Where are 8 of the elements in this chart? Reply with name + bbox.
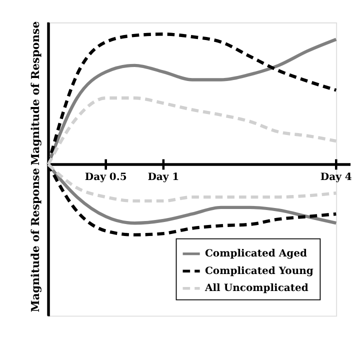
x-tick-label: Day 1 bbox=[148, 172, 180, 183]
legend-label: Complicated Aged bbox=[204, 248, 308, 260]
x-tick-label: Day 4 bbox=[320, 172, 352, 183]
legend-label: Complicated Young bbox=[204, 266, 314, 277]
text: Magnitude of Response bbox=[29, 168, 42, 312]
y-axis-title: Magnitude of Response bbox=[29, 21, 42, 166]
legend-label: All Uncomplicated bbox=[204, 283, 308, 294]
x-tick-label: Day 0.5 bbox=[84, 172, 127, 183]
